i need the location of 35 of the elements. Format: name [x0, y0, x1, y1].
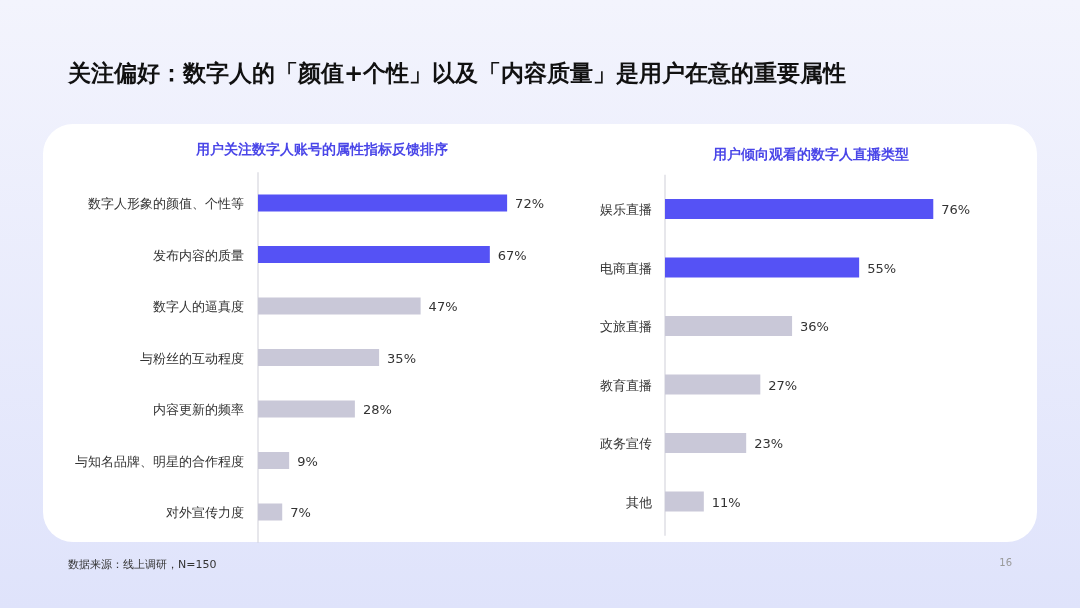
data-label: 9%	[297, 453, 318, 469]
y-tick-label: 数字人的逼真度	[153, 299, 244, 314]
y-tick-label: 与知名品牌、明星的合作程度	[75, 453, 244, 469]
y-tick-label: 其他	[626, 494, 652, 510]
data-label: 27%	[768, 377, 798, 393]
text: 16	[999, 557, 1012, 568]
bar	[665, 257, 860, 278]
y-tick-label: 对外宣传力度	[166, 505, 244, 520]
y-tick-label: 与粉丝的互动程度	[140, 350, 244, 366]
data-label: 47%	[428, 299, 458, 314]
chart-title: 关注偏好：数字人的「颜值+个性」以及「内容质量」是用户在意的重要属性	[67, 60, 847, 86]
y-tick-label: 文旅直播	[600, 319, 652, 334]
data-label: 7%	[290, 505, 311, 520]
data-label: 67%	[497, 247, 527, 263]
data-label: 55%	[867, 260, 897, 276]
data-label: 11%	[711, 494, 741, 510]
data-label: 36%	[800, 319, 829, 334]
data-label: 72%	[515, 196, 545, 211]
y-tick-label: 发布内容的质量	[153, 247, 244, 263]
source-note: 数据来源：线上调研，N=150	[68, 558, 217, 571]
data-label: 23%	[754, 436, 784, 451]
y-tick-label: 政务宣传	[600, 436, 652, 451]
y-tick-label: 教育直播	[600, 377, 652, 393]
y-tick-label: 电商直播	[600, 260, 652, 276]
y-tick-label: 内容更新的频率	[153, 402, 244, 417]
bar	[258, 246, 490, 263]
y-tick-label: 娱乐直播	[600, 202, 652, 217]
data-label: 76%	[941, 202, 971, 217]
bar	[258, 194, 508, 212]
bar	[665, 199, 934, 219]
chart-subtitle: 用户关注数字人账号的属性指标反馈排序	[195, 141, 448, 157]
data-label: 28%	[362, 402, 392, 417]
chart-subtitle: 用户倾向观看的数字人直播类型	[712, 146, 909, 162]
data-label: 35%	[387, 350, 417, 366]
y-tick-label: 数字人形象的颜值、个性等	[88, 196, 244, 211]
